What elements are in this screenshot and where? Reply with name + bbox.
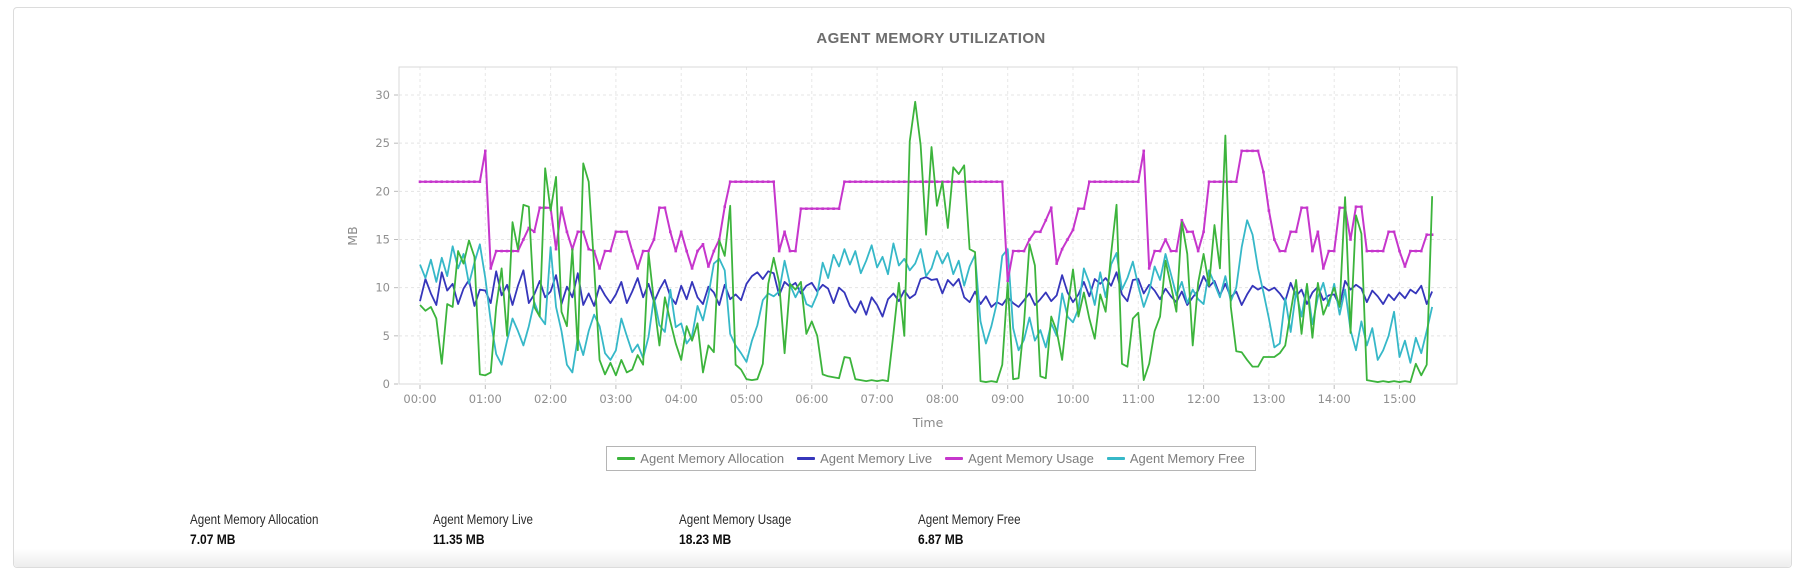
summary-usage: Agent Memory Usage 18.23 MB bbox=[679, 512, 914, 547]
summary-allocation-value: 7.07 MB bbox=[190, 531, 236, 547]
free-series-swatch bbox=[1106, 457, 1125, 460]
legend-item-allocation: Agent Memory Allocation bbox=[617, 451, 784, 466]
summary-usage-label: Agent Memory Usage bbox=[679, 512, 792, 527]
svg-text:5: 5 bbox=[383, 329, 390, 343]
legend-item-usage: Agent Memory Usage bbox=[945, 451, 1094, 466]
svg-text:05:00: 05:00 bbox=[730, 392, 763, 406]
summary-live: Agent Memory Live 11.35 MB bbox=[433, 512, 668, 547]
svg-text:0: 0 bbox=[383, 377, 390, 391]
legend-label-allocation: Agent Memory Allocation bbox=[640, 451, 785, 466]
allocation-series-swatch bbox=[617, 457, 636, 460]
svg-text:12:00: 12:00 bbox=[1187, 392, 1220, 406]
chart-title: AGENT MEMORY UTILIZATION bbox=[816, 30, 1046, 47]
svg-text:00:00: 00:00 bbox=[403, 392, 436, 406]
legend-item-live: Agent Memory Live bbox=[797, 451, 932, 466]
chart-legend: Agent Memory Allocation Agent Memory Liv… bbox=[606, 446, 1256, 471]
svg-text:MB: MB bbox=[345, 226, 360, 245]
usage-series-swatch bbox=[945, 457, 964, 460]
svg-text:10: 10 bbox=[375, 281, 390, 295]
summary-free-label: Agent Memory Free bbox=[918, 512, 1021, 527]
svg-text:04:00: 04:00 bbox=[665, 392, 698, 406]
legend-label-live: Agent Memory Live bbox=[820, 451, 933, 466]
summary-free-value: 6.87 MB bbox=[918, 531, 964, 547]
summary-live-value: 11.35 MB bbox=[433, 531, 485, 547]
svg-text:13:00: 13:00 bbox=[1252, 392, 1285, 406]
svg-text:01:00: 01:00 bbox=[469, 392, 502, 406]
summary-free: Agent Memory Free 6.87 MB bbox=[918, 512, 1153, 547]
legend-label-free: Agent Memory Free bbox=[1129, 451, 1245, 466]
legend-row: Agent Memory Allocation Agent Memory Liv… bbox=[341, 446, 1521, 471]
svg-text:Time: Time bbox=[912, 415, 944, 430]
legend-label-usage: Agent Memory Usage bbox=[968, 451, 1094, 466]
svg-text:07:00: 07:00 bbox=[861, 392, 894, 406]
legend-item-free: Agent Memory Free bbox=[1106, 451, 1245, 466]
svg-text:09:00: 09:00 bbox=[991, 392, 1024, 406]
svg-text:11:00: 11:00 bbox=[1122, 392, 1155, 406]
summary-allocation: Agent Memory Allocation 7.07 MB bbox=[190, 512, 425, 547]
svg-text:03:00: 03:00 bbox=[599, 392, 632, 406]
svg-text:15:00: 15:00 bbox=[1383, 392, 1416, 406]
summary-live-label: Agent Memory Live bbox=[433, 512, 534, 527]
svg-text:02:00: 02:00 bbox=[534, 392, 567, 406]
svg-text:20: 20 bbox=[375, 184, 390, 198]
svg-text:14:00: 14:00 bbox=[1318, 392, 1351, 406]
svg-text:06:00: 06:00 bbox=[795, 392, 828, 406]
memory-utilization-chart: 0 5 10 15 20 25 30 00:00 01:00 02:00 03:00 04:00 05:… bbox=[345, 66, 1458, 430]
summary-allocation-label: Agent Memory Allocation bbox=[190, 512, 319, 527]
summary-usage-value: 18.23 MB bbox=[679, 531, 732, 547]
live-series-swatch bbox=[797, 457, 816, 460]
card-footer-fade bbox=[14, 549, 1791, 567]
svg-text:10:00: 10:00 bbox=[1056, 392, 1089, 406]
svg-text:15: 15 bbox=[375, 233, 390, 247]
svg-text:08:00: 08:00 bbox=[926, 392, 959, 406]
svg-text:25: 25 bbox=[375, 136, 390, 150]
chart-card: AGENT MEMORY UTILIZATION 0 5 10 15 20 25 30 00:… bbox=[13, 7, 1792, 568]
svg-text:30: 30 bbox=[375, 88, 390, 102]
